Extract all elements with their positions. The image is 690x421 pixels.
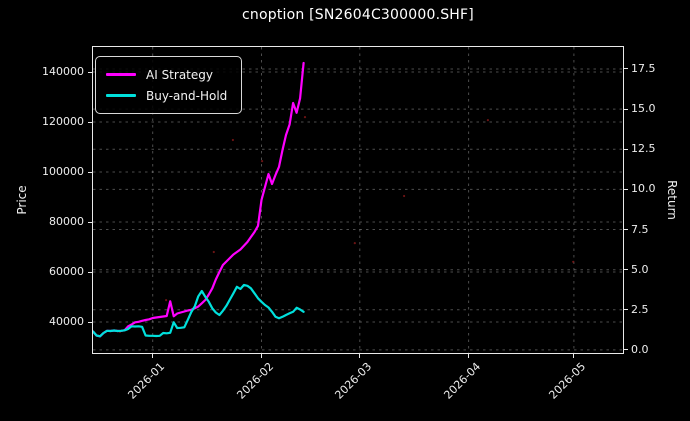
y-tick-left <box>88 221 92 223</box>
x-tick <box>152 354 154 358</box>
artifact-dot <box>165 299 168 302</box>
y-tick-label-return: 10.0 <box>631 182 656 196</box>
legend: AI Strategy Buy-and-Hold <box>95 56 243 114</box>
x-tick-label-date: 2026-05 <box>546 360 589 402</box>
x-tick-label-date: 2026-03 <box>332 360 374 402</box>
x-tick-label-date: 2026-04 <box>441 360 483 402</box>
legend-label: AI Strategy <box>146 67 213 82</box>
y-tick-right <box>624 349 628 351</box>
y-tick-left <box>88 121 92 123</box>
buy-and-hold-line <box>93 283 305 338</box>
y-tick-label-price: 100000 <box>42 165 84 178</box>
artifact-dot <box>353 242 356 245</box>
y-tick-left <box>88 271 92 273</box>
artifact-dot <box>403 194 406 198</box>
x-tick <box>260 354 262 358</box>
legend-entry-buy-and-hold: Buy-and-Hold <box>106 85 227 106</box>
legend-entry-ai-strategy: AI Strategy <box>106 64 227 85</box>
y-axis-label-price: Price <box>15 185 29 215</box>
x-tick-label-date: 2026-01 <box>125 360 167 402</box>
artifact-dot <box>486 119 489 122</box>
y-tick-label-return: 7.5 <box>631 222 649 236</box>
y-tick-label-price: 40000 <box>49 315 84 328</box>
artifact-dot <box>231 138 234 142</box>
y-tick-left <box>88 321 92 323</box>
y-tick-right <box>624 148 628 150</box>
ai-strategy-line <box>93 61 305 338</box>
y-tick-right <box>624 309 628 311</box>
y-tick-label-price: 140000 <box>42 65 84 78</box>
y-tick-right <box>624 229 628 231</box>
x-tick <box>468 354 470 358</box>
y-tick-label-price: 80000 <box>49 215 84 228</box>
artifact-dot <box>303 116 307 119</box>
y-tick-label-price: 120000 <box>42 115 84 128</box>
y-axis-label-return: Return <box>665 180 679 220</box>
y-tick-label-return: 12.5 <box>631 142 656 156</box>
chart-title: cnoption [SN2604C300000.SHF] <box>242 7 474 23</box>
y-tick-left <box>88 71 92 73</box>
y-tick-label-return: 5.0 <box>631 262 649 276</box>
y-tick-label-price: 60000 <box>49 265 84 278</box>
plot-canvas <box>93 47 623 353</box>
x-tick <box>573 354 575 358</box>
y-tick-label-return: 2.5 <box>631 302 649 316</box>
y-tick-right <box>624 188 628 190</box>
y-tick-left <box>88 171 92 173</box>
x-tick-label-date: 2026-02 <box>233 360 276 402</box>
x-tick <box>359 354 361 358</box>
artifact-dot <box>261 160 264 163</box>
y-tick-label-return: 15.0 <box>631 102 656 116</box>
ai-strategy-line-swatch <box>106 73 136 76</box>
y-tick-right <box>624 68 628 70</box>
legend-label: Buy-and-Hold <box>146 88 228 103</box>
artifact-dot <box>572 260 575 263</box>
buy-and-hold-line-swatch <box>106 94 136 97</box>
y-tick-right <box>624 269 628 271</box>
y-tick-right <box>624 108 628 110</box>
y-tick-label-return: 0.0 <box>631 342 649 356</box>
artifact-dot <box>212 250 215 254</box>
y-tick-label-return: 17.5 <box>631 61 656 75</box>
